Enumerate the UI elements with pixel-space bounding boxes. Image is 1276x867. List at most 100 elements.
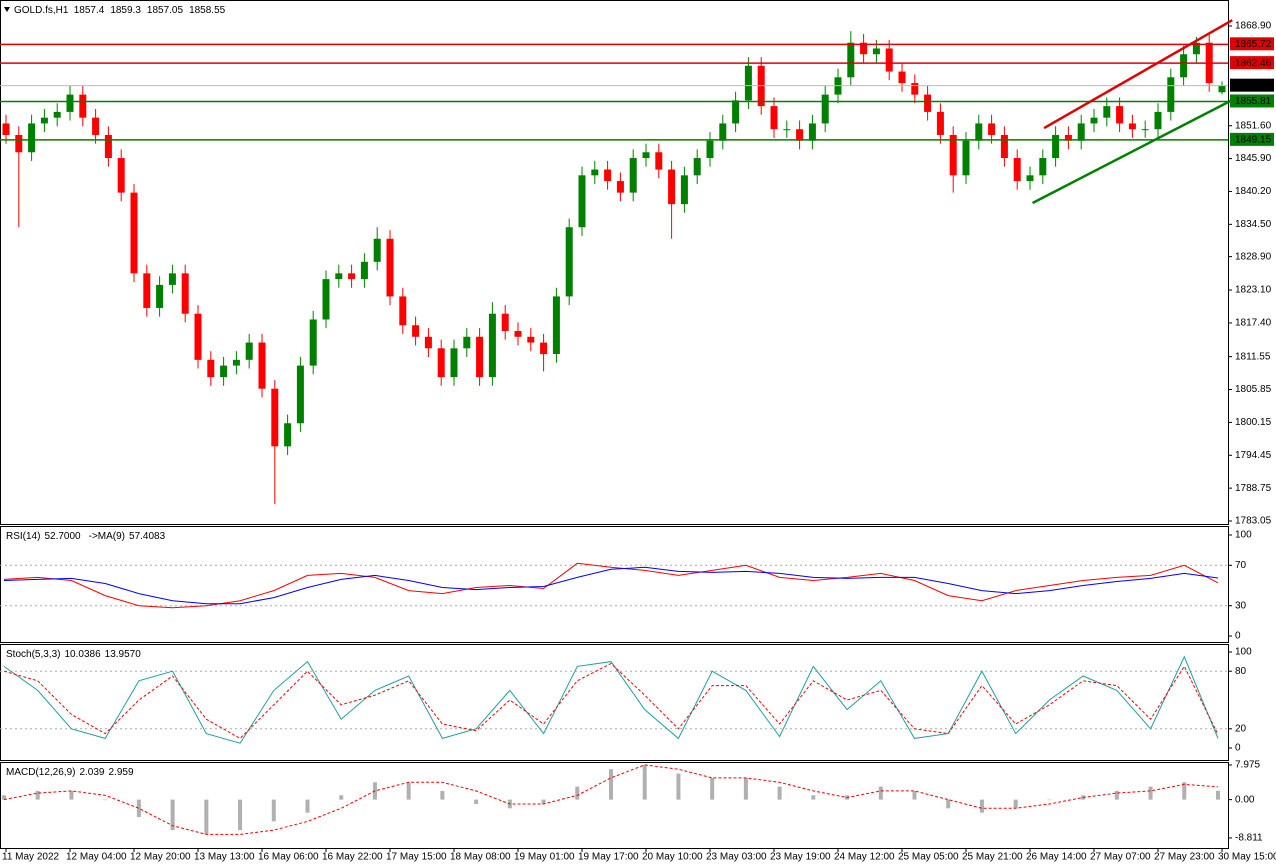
histogram-bar xyxy=(136,799,141,818)
x-tick-label: 20 May 10:00 xyxy=(642,852,703,863)
candle-body xyxy=(719,123,727,141)
candle-body xyxy=(386,238,394,297)
candle-body xyxy=(540,342,548,355)
histogram-bar xyxy=(238,799,243,831)
candle-body xyxy=(962,140,970,176)
x-tick-label: 12 May 20:00 xyxy=(130,852,191,863)
candle-body xyxy=(1116,106,1124,124)
candle-body xyxy=(476,336,484,378)
candle-body xyxy=(847,42,855,78)
histogram-bar xyxy=(305,799,310,813)
ohlc-readout: 1859.3 xyxy=(110,5,141,16)
candle-body xyxy=(348,273,356,280)
histogram-bar xyxy=(541,799,546,804)
candle-body xyxy=(1026,175,1034,182)
histogram-bar xyxy=(2,795,6,800)
histogram-bar xyxy=(1182,782,1187,800)
candle-body xyxy=(40,117,48,124)
y-tick-label: 1823.10 xyxy=(1235,285,1272,296)
indicator-readout: 2.039 xyxy=(79,767,104,778)
candle-body xyxy=(885,48,893,72)
candle-body xyxy=(322,279,330,320)
level-tag-label: 1862.46 xyxy=(1235,58,1272,69)
candle-body xyxy=(66,94,74,112)
histogram-bar xyxy=(1216,790,1220,800)
y-tick-label: 1805.85 xyxy=(1235,384,1272,395)
candle-body xyxy=(92,117,100,135)
indicator-line xyxy=(3,764,1219,835)
histogram-bar xyxy=(103,799,108,801)
candle-body xyxy=(28,123,36,153)
y-tick-label: 1800.15 xyxy=(1235,417,1272,428)
ohlc-readout: 1857.05 xyxy=(147,5,184,16)
histogram-bar xyxy=(743,777,748,800)
y-tick-label: 1811.55 xyxy=(1235,351,1271,362)
histogram-bar xyxy=(1013,799,1018,809)
candle-body xyxy=(565,227,573,297)
histogram-bar xyxy=(575,786,580,800)
candle-body xyxy=(296,365,304,424)
candle-body xyxy=(412,325,420,337)
candle-body xyxy=(860,42,868,55)
candle-body xyxy=(668,169,676,205)
level-tag-label: 1849.15 xyxy=(1235,135,1272,146)
candle-body xyxy=(15,134,23,153)
candle-body xyxy=(450,348,458,378)
candle-body xyxy=(616,181,624,193)
histogram-bar xyxy=(440,790,445,800)
indicator-readout: 10.0386 xyxy=(64,649,101,660)
main-frame xyxy=(0,0,1229,525)
candle-body xyxy=(924,94,932,112)
histogram-bar xyxy=(946,799,951,809)
x-tick-label: 17 May 15:00 xyxy=(386,852,447,863)
rsi-frame xyxy=(0,526,1229,643)
indicator-line xyxy=(3,562,1219,609)
price-tag xyxy=(1230,78,1274,92)
indicator-name: RSI(14) xyxy=(6,531,40,542)
histogram-bar xyxy=(777,786,782,800)
x-tick-label: 16 May 06:00 xyxy=(258,852,319,863)
candle-body xyxy=(706,140,714,159)
level-tag xyxy=(1230,56,1274,70)
candle-body xyxy=(501,313,509,332)
histogram-bar xyxy=(406,782,411,800)
y-tick-label: 1834.50 xyxy=(1235,219,1272,230)
trend-line xyxy=(1031,98,1233,205)
indicator-line xyxy=(3,566,1219,605)
candle-body xyxy=(181,273,189,314)
level-tag-label: 1865.72 xyxy=(1235,39,1272,50)
candle-body xyxy=(1000,134,1008,159)
y-tick-label: 30 xyxy=(1235,600,1247,611)
y-tick-label: 100 xyxy=(1235,530,1252,541)
histogram-bar xyxy=(35,790,40,800)
x-tick-label: 19 May 17:00 xyxy=(578,852,639,863)
ohlc-readout: 1858.55 xyxy=(189,5,226,16)
indicator-readout: 13.9570 xyxy=(105,649,142,660)
indicator-name: MACD(12,26,9) xyxy=(6,767,75,778)
candle-body xyxy=(104,134,112,159)
candle-body xyxy=(936,111,944,135)
candle-body xyxy=(143,273,151,308)
x-tick-label: 25 May 05:00 xyxy=(898,852,959,863)
candle-body xyxy=(424,336,432,349)
candle-body xyxy=(898,71,906,84)
ohlc-readout: 1857.4 xyxy=(74,5,105,16)
x-tick-label: 23 May 19:00 xyxy=(770,852,831,863)
candle-body xyxy=(1141,129,1149,131)
candle-body xyxy=(988,123,996,135)
candle-body xyxy=(53,111,61,118)
y-tick-label: 1794.45 xyxy=(1235,450,1272,461)
candle-body xyxy=(168,273,176,285)
indicator-header: RSI(14) 52.7000 ->MA(9) 57.4083 xyxy=(6,531,166,542)
candle-body xyxy=(1167,77,1175,112)
candle-body xyxy=(578,175,586,228)
candle-body xyxy=(1180,54,1188,78)
candle-body xyxy=(1192,42,1200,55)
candle-body xyxy=(744,65,752,101)
candle-body xyxy=(373,238,381,262)
y-tick-label: -8.811 xyxy=(1235,833,1263,844)
candle-body xyxy=(1218,85,1226,93)
candle-body xyxy=(309,319,317,366)
